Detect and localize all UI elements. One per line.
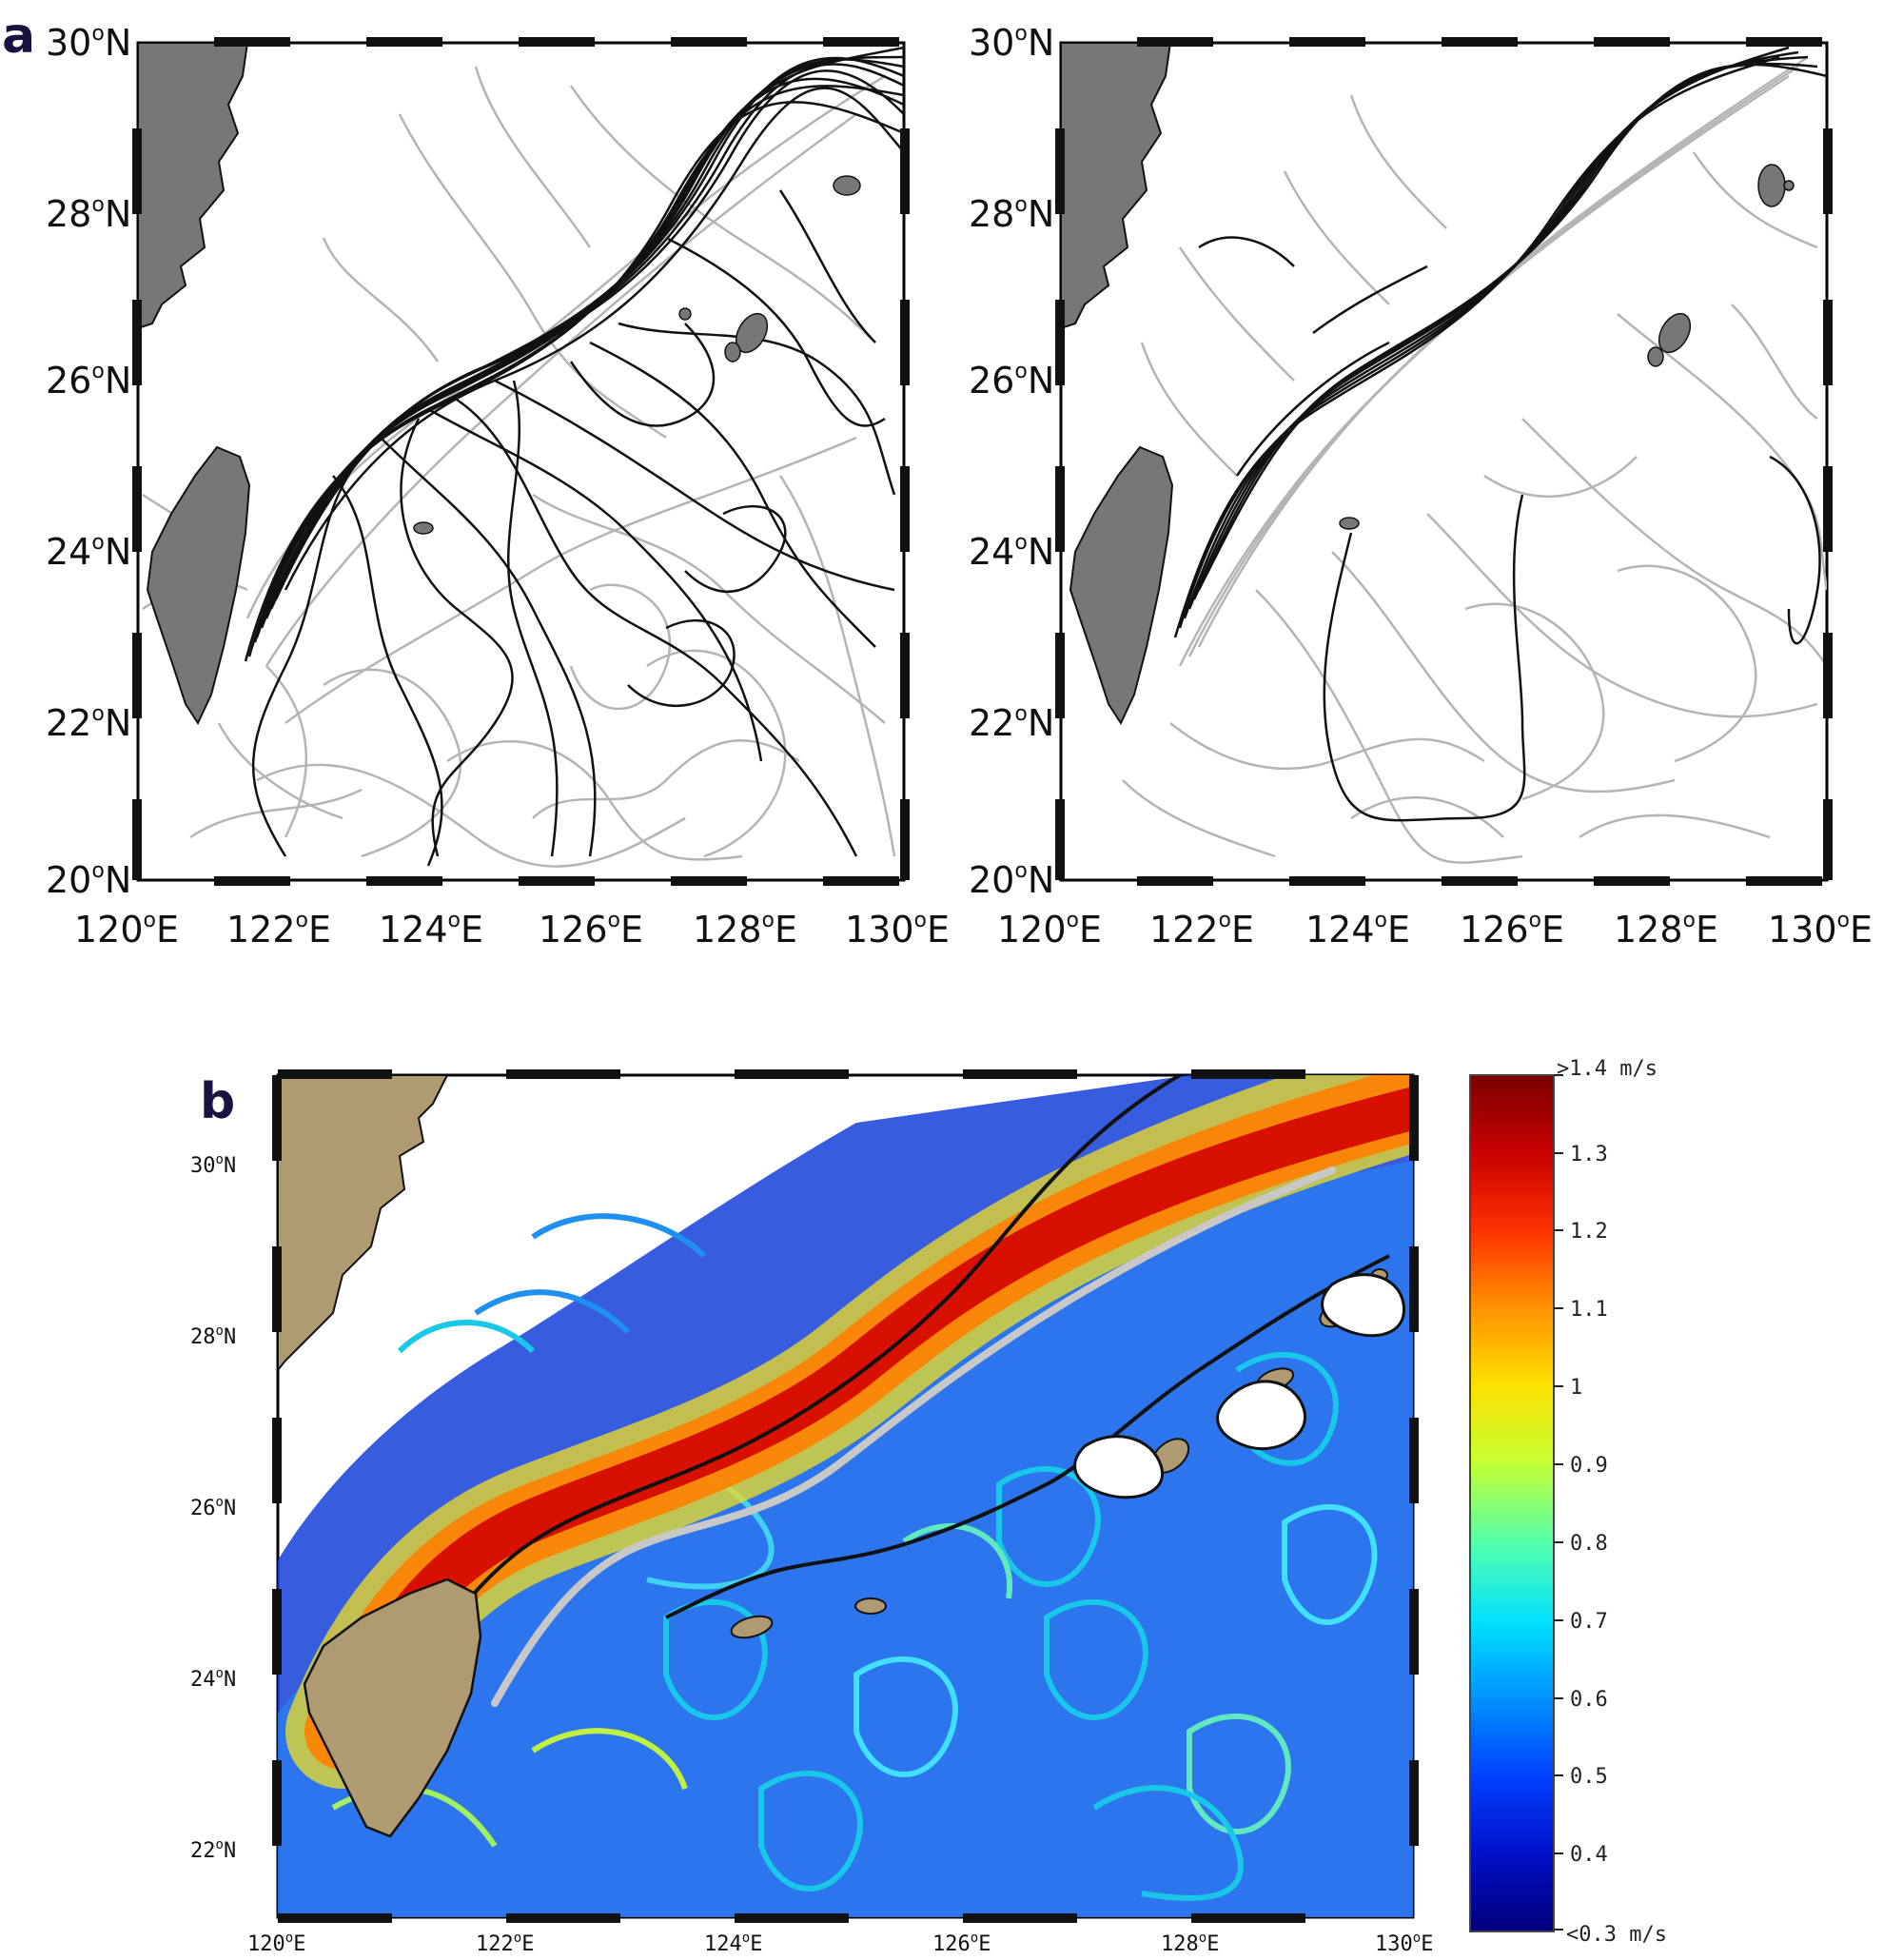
colorbar-label-0.8: 0.8 <box>1570 1532 1608 1556</box>
isobath-contour <box>398 1075 1182 1704</box>
y-label-22N-right: 22oN <box>969 702 1054 744</box>
x-label-122E: 122oE <box>226 909 331 951</box>
panel-b-y-labels: 30oN 28oN 26oN 24oN 22oN <box>190 1152 236 1863</box>
panel-b-letter: b <box>200 1073 235 1130</box>
b-y-label-24N: 24oN <box>190 1666 236 1692</box>
b-y-label-26N: 26oN <box>190 1495 236 1520</box>
x-label-126E-right: 126oE <box>1460 909 1564 951</box>
mid-drifter-coverage <box>278 1161 1413 1917</box>
colorbar-gradient <box>1469 1074 1555 1932</box>
taiwan-land-right <box>1069 445 1174 726</box>
y-label-20N-right: 20oN <box>969 859 1054 901</box>
colorbar-label-min: <0.3 m/s <box>1566 1923 1667 1947</box>
taiwan-land <box>146 445 251 726</box>
china-coast-land <box>138 43 249 330</box>
x-label-128E: 128oE <box>693 909 797 951</box>
b-y-label-30N: 30oN <box>190 1152 236 1178</box>
y-label-26N: 26oN <box>46 360 131 402</box>
x-label-120E-right: 120oE <box>997 909 1102 951</box>
colorbar: >1.4 m/s 1.3 1.2 1.1 1 0.9 0.8 0.7 0.6 0… <box>1469 1057 1667 1947</box>
y-label-26N-right: 26oN <box>969 360 1054 402</box>
y-label-24N-right: 24oN <box>969 531 1054 573</box>
islands-right <box>1339 164 1795 530</box>
colorbar-ticks <box>1554 1074 1563 1931</box>
colorbar-label-1.2: 1.2 <box>1570 1220 1608 1244</box>
colorbar-label-0.7: 0.7 <box>1570 1610 1608 1634</box>
y-label-24N: 24oN <box>46 531 131 573</box>
b-y-label-22N: 22oN <box>190 1837 236 1863</box>
b-x-label-124E: 124oE <box>704 1931 762 1956</box>
black-drifter-tracks <box>244 46 904 867</box>
kuroshio-axis-line <box>491 1166 1336 1707</box>
colorbar-label-0.6: 0.6 <box>1570 1688 1608 1712</box>
x-label-120E: 120oE <box>74 909 179 951</box>
b-x-label-126E: 126oE <box>932 1931 991 1956</box>
panel-a-right-x-labels: 120oE 122oE 124oE 126oE 128oE 130oE <box>997 909 1873 951</box>
colorbar-label-max: >1.4 m/s <box>1557 1057 1658 1081</box>
y-label-22N: 22oN <box>46 702 131 744</box>
y-label-30N: 30oN <box>46 22 131 64</box>
y-label-30N-right: 30oN <box>969 22 1054 64</box>
china-coast-land-right <box>1061 43 1172 330</box>
colorbar-label-0.4: 0.4 <box>1570 1843 1608 1867</box>
panel-a-left-frame-ticks <box>132 37 910 886</box>
panel-a-left-map <box>132 37 910 886</box>
taiwan-land-b <box>303 1578 482 1838</box>
colorbar-label-1.1: 1.1 <box>1570 1298 1608 1322</box>
china-coast-land-b <box>278 1075 449 1372</box>
drifter-loops <box>331 1213 1378 1901</box>
colorbar-label-0.5: 0.5 <box>1570 1765 1608 1789</box>
b-x-label-120E: 120oE <box>247 1931 305 1956</box>
y-label-20N: 20oN <box>46 859 131 901</box>
x-label-128E-right: 128oE <box>1614 909 1718 951</box>
panel-a-right-frame-ticks <box>1055 37 1833 886</box>
panel-b-frame-ticks <box>272 1069 1419 1923</box>
islands <box>413 175 861 535</box>
b-x-label-122E: 122oE <box>476 1931 534 1956</box>
x-label-130E-right: 130oE <box>1768 909 1873 951</box>
grey-drifter-tracks-right <box>1122 55 1827 864</box>
b-x-label-130E: 130oE <box>1375 1931 1433 1956</box>
panel-a-right-y-labels: 30oN 28oN 26oN 24oN 22oN 20oN <box>969 22 1054 901</box>
x-label-124E-right: 124oE <box>1305 909 1410 951</box>
x-label-130E: 130oE <box>845 909 950 951</box>
black-drifter-tracks-right <box>1173 46 1827 822</box>
x-label-122E-right: 122oE <box>1149 909 1254 951</box>
panel-b-map <box>272 1069 1419 1923</box>
panel-a-left-y-labels: 30oN 28oN 26oN 24oN 22oN 20oN <box>46 22 131 901</box>
colorbar-label-1.3: 1.3 <box>1570 1143 1608 1166</box>
panel-a-left-x-labels: 120oE 122oE 124oE 126oE 128oE 130oE <box>74 909 950 951</box>
x-label-126E: 126oE <box>539 909 643 951</box>
colorbar-label-0.9: 0.9 <box>1570 1454 1608 1478</box>
b-x-label-128E: 128oE <box>1161 1931 1219 1956</box>
unsampled-areas <box>1073 1273 1405 1499</box>
y-label-28N: 28oN <box>46 193 131 235</box>
y-label-28N-right: 28oN <box>969 193 1054 235</box>
panel-b-x-labels: 120oE 122oE 124oE 126oE 128oE 130oE <box>247 1931 1433 1956</box>
panel-a-right-map <box>1055 37 1833 886</box>
b-y-label-28N: 28oN <box>190 1323 236 1349</box>
x-label-124E: 124oE <box>379 909 483 951</box>
ryukyu-contour <box>665 1254 1390 1619</box>
panel-a-letter: a <box>2 8 35 65</box>
colorbar-label-1: 1 <box>1570 1376 1582 1400</box>
